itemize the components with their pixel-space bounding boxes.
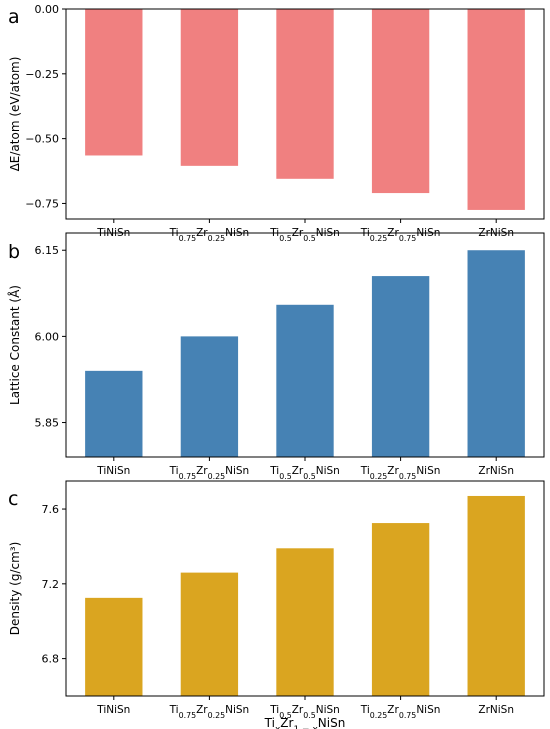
x-tick-label: TiNiSn	[96, 465, 130, 477]
y-tick-label: 5.85	[35, 417, 60, 430]
x-tick-label: Ti0.5Zr0.5NiSn	[269, 227, 340, 243]
y-tick-label: 7.6	[42, 503, 60, 516]
bar-Ti0.5Zr0.5NiSn	[276, 304, 334, 457]
x-tick-label-subscript: 0.75	[179, 472, 197, 481]
y-tick-label: −0.75	[25, 197, 59, 210]
x-tick-label-part: Ti	[269, 704, 279, 716]
x-tick-label: Ti0.5Zr0.5NiSn	[269, 704, 340, 720]
x-tick-label: ZrNiSn	[478, 704, 514, 716]
y-tick-label: 7.2	[42, 578, 60, 591]
x-tick-label-part: ZrNiSn	[478, 704, 514, 716]
x-tick-label: Ti0.75Zr0.25NiSn	[169, 227, 250, 243]
y-tick-label: 6.15	[35, 244, 60, 257]
x-axis-label: TixZr1 − xNiSn	[264, 716, 346, 729]
bar-Ti0.75Zr0.25NiSn	[180, 572, 239, 696]
y-tick-label: 6.8	[42, 653, 60, 666]
x-tick-label-part: TiNiSn	[96, 465, 130, 477]
x-tick-label-part: TiNiSn	[96, 704, 130, 716]
x-tick-label-subscript: 0.25	[370, 472, 388, 481]
bar-Ti0.25Zr0.75NiSn	[371, 276, 430, 457]
x-tick-label-part: NiSn	[416, 704, 440, 716]
panel-letter: a	[8, 6, 20, 28]
bar-TiNiSn	[85, 9, 143, 156]
x-tick-label-part: Zr	[292, 704, 304, 716]
x-axis-label-part: NiSn	[318, 716, 346, 729]
x-tick-label-part: Zr	[387, 465, 399, 477]
x-tick-label-part: Zr	[196, 465, 208, 477]
x-tick-label-subscript: 0.5	[279, 711, 292, 720]
x-tick-label-part: Ti	[360, 704, 370, 716]
x-tick-label-subscript: 0.25	[370, 234, 388, 243]
x-tick-label-subscript: 0.25	[208, 234, 226, 243]
y-axis-label: Density (g/cm³)	[8, 542, 22, 636]
x-tick-label-part: NiSn	[225, 704, 249, 716]
x-tick-label-part: Zr	[292, 465, 304, 477]
bar-Ti0.5Zr0.5NiSn	[276, 9, 334, 179]
x-tick-label-subscript: 0.75	[399, 711, 417, 720]
x-tick-label: Ti0.5Zr0.5NiSn	[269, 465, 340, 481]
x-tick-label-subscript: 0.75	[399, 472, 417, 481]
panel-letter: c	[8, 488, 18, 510]
x-axis-label-part: Zr	[280, 716, 293, 729]
y-tick-label: 0.00	[35, 3, 60, 16]
bar-ZrNiSn	[467, 495, 525, 696]
x-tick-label: Ti0.75Zr0.25NiSn	[169, 465, 250, 481]
bar-TiNiSn	[85, 370, 143, 457]
bar-Ti0.75Zr0.25NiSn	[180, 9, 239, 166]
x-tick-label: Ti0.25Zr0.75NiSn	[360, 465, 441, 481]
x-tick-label-subscript: 0.75	[399, 234, 417, 243]
x-tick-label-subscript: 0.5	[279, 234, 292, 243]
bar-TiNiSn	[85, 597, 143, 696]
bar-ZrNiSn	[467, 9, 525, 210]
bar-ZrNiSn	[467, 250, 525, 457]
x-tick-label-subscript: 0.25	[208, 472, 226, 481]
y-tick-label: −0.50	[25, 133, 59, 146]
x-tick-label-part: NiSn	[225, 465, 249, 477]
x-tick-label-part: NiSn	[316, 704, 340, 716]
x-tick-label-subscript: 0.5	[303, 711, 316, 720]
x-tick-label: Ti0.25Zr0.75NiSn	[360, 704, 441, 720]
y-tick-label: 6.00	[35, 330, 60, 343]
x-tick-label-subscript: 0.5	[303, 234, 316, 243]
x-tick-label-subscript: 0.25	[208, 711, 226, 720]
x-tick-label-part: Ti	[269, 465, 279, 477]
x-tick-label-part: NiSn	[316, 465, 340, 477]
x-tick-label-part: Zr	[387, 704, 399, 716]
x-tick-label-part: Ti	[360, 465, 370, 477]
x-tick-label-subscript: 0.5	[279, 472, 292, 481]
x-tick-label-subscript: 0.5	[303, 472, 316, 481]
x-tick-label-subscript: 0.75	[179, 711, 197, 720]
x-tick-label-subscript: 0.75	[179, 234, 197, 243]
x-tick-label: ZrNiSn	[478, 465, 514, 477]
x-tick-label: Ti0.25Zr0.75NiSn	[360, 227, 441, 243]
x-axis-label-subscript: 1 − x	[293, 725, 318, 729]
y-axis-label: ΔE/atom (eV/atom)	[8, 57, 22, 172]
x-axis-label-subscript: x	[275, 725, 281, 729]
bar-Ti0.75Zr0.25NiSn	[180, 336, 239, 457]
x-tick-label-part: NiSn	[416, 465, 440, 477]
x-tick-label: Ti0.75Zr0.25NiSn	[169, 704, 250, 720]
x-tick-label-part: ZrNiSn	[478, 465, 514, 477]
x-tick-label-part: Zr	[196, 704, 208, 716]
panel-letter: b	[8, 241, 20, 263]
y-axis-label: Lattice Constant (Å)	[7, 285, 22, 405]
bar-Ti0.5Zr0.5NiSn	[276, 548, 334, 696]
x-tick-label: TiNiSn	[96, 704, 130, 716]
y-tick-label: −0.25	[25, 68, 59, 81]
x-tick-label-part: Ti	[169, 465, 179, 477]
bar-Ti0.25Zr0.75NiSn	[371, 9, 430, 194]
x-tick-label-subscript: 0.25	[370, 711, 388, 720]
x-axis-label-part: Ti	[264, 716, 275, 729]
x-tick-label-part: Ti	[169, 704, 179, 716]
bar-Ti0.25Zr0.75NiSn	[371, 523, 430, 696]
